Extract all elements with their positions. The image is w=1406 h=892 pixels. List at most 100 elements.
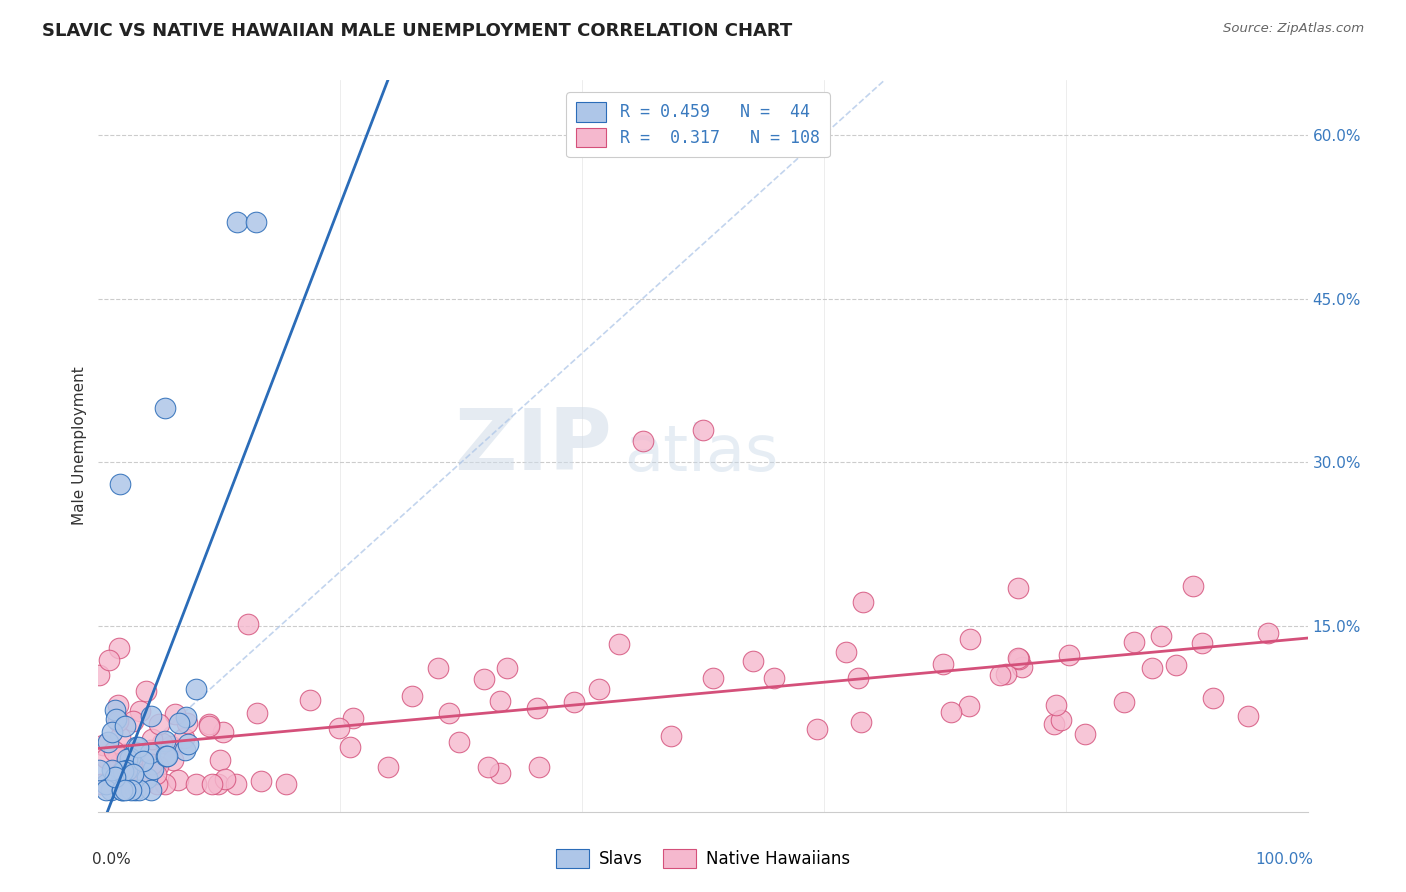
Point bbox=[174, 709, 197, 723]
Point bbox=[489, 694, 512, 708]
Point bbox=[101, 763, 124, 777]
Point bbox=[110, 756, 132, 771]
Point bbox=[659, 729, 682, 743]
Text: 100.0%: 100.0% bbox=[1256, 852, 1313, 867]
Point bbox=[447, 735, 470, 749]
Point bbox=[959, 632, 981, 646]
Text: 0.0%: 0.0% bbox=[93, 852, 131, 867]
Point bbox=[276, 777, 298, 791]
Legend: R = 0.459   N =  44, R =  0.317   N = 108: R = 0.459 N = 44, R = 0.317 N = 108 bbox=[567, 92, 830, 157]
Point bbox=[846, 671, 869, 685]
Point bbox=[339, 740, 361, 755]
Point bbox=[117, 763, 139, 777]
Point bbox=[236, 617, 259, 632]
Point bbox=[472, 672, 495, 686]
Point bbox=[91, 739, 114, 753]
Point bbox=[110, 767, 132, 781]
Text: ZIP: ZIP bbox=[454, 404, 613, 488]
Text: atlas: atlas bbox=[624, 422, 779, 484]
Point bbox=[104, 712, 127, 726]
Point bbox=[155, 749, 177, 764]
Point bbox=[114, 719, 136, 733]
Point bbox=[1181, 579, 1204, 593]
Point bbox=[588, 681, 610, 696]
Point bbox=[607, 637, 630, 651]
Point bbox=[155, 734, 177, 748]
Point bbox=[129, 704, 152, 718]
Point bbox=[132, 755, 155, 769]
Point bbox=[150, 737, 173, 751]
Point bbox=[1237, 709, 1260, 723]
Point bbox=[1011, 659, 1033, 673]
Point bbox=[111, 783, 134, 797]
Point bbox=[107, 714, 129, 728]
Point bbox=[763, 671, 786, 685]
Point bbox=[477, 760, 499, 774]
Point bbox=[101, 724, 124, 739]
Point bbox=[108, 477, 131, 491]
Point bbox=[173, 743, 195, 757]
Point bbox=[162, 753, 184, 767]
Point bbox=[1045, 698, 1067, 712]
Point bbox=[167, 773, 190, 788]
Point bbox=[426, 661, 449, 675]
Point bbox=[103, 744, 125, 758]
Point bbox=[125, 747, 148, 762]
Point bbox=[100, 783, 122, 797]
Point bbox=[1007, 651, 1029, 665]
Point bbox=[851, 715, 873, 730]
Point bbox=[87, 763, 110, 777]
Point bbox=[186, 777, 208, 791]
Point bbox=[209, 753, 232, 767]
Point bbox=[631, 434, 654, 448]
Point bbox=[141, 783, 163, 797]
Point bbox=[994, 667, 1017, 681]
Y-axis label: Male Unemployment: Male Unemployment bbox=[72, 367, 87, 525]
Point bbox=[131, 777, 153, 791]
Point bbox=[1008, 652, 1031, 666]
Point bbox=[852, 595, 875, 609]
Point bbox=[201, 777, 224, 791]
Point bbox=[1257, 626, 1279, 640]
Point bbox=[139, 709, 162, 723]
Point bbox=[1150, 629, 1173, 643]
Point bbox=[246, 706, 269, 721]
Point bbox=[108, 731, 131, 745]
Point bbox=[107, 751, 129, 765]
Point bbox=[118, 751, 141, 765]
Point bbox=[342, 711, 364, 725]
Point bbox=[124, 777, 146, 791]
Point bbox=[124, 764, 146, 778]
Point bbox=[526, 700, 548, 714]
Point bbox=[142, 762, 165, 776]
Point bbox=[377, 759, 399, 773]
Point bbox=[741, 654, 763, 668]
Point bbox=[94, 751, 117, 765]
Point bbox=[107, 698, 129, 713]
Point bbox=[148, 759, 170, 773]
Point bbox=[245, 215, 267, 229]
Point bbox=[141, 756, 163, 771]
Point bbox=[214, 772, 236, 787]
Point bbox=[141, 731, 163, 746]
Point bbox=[207, 777, 229, 791]
Point bbox=[1202, 690, 1225, 705]
Point bbox=[124, 783, 146, 797]
Point bbox=[112, 747, 135, 762]
Point bbox=[98, 653, 121, 667]
Point bbox=[159, 739, 181, 753]
Point bbox=[1114, 695, 1136, 709]
Point bbox=[128, 783, 150, 797]
Point bbox=[177, 737, 200, 751]
Point bbox=[226, 215, 249, 229]
Point bbox=[1042, 717, 1064, 731]
Point bbox=[115, 752, 138, 766]
Point bbox=[148, 717, 170, 731]
Point bbox=[153, 401, 176, 415]
Legend: Slavs, Native Hawaiians: Slavs, Native Hawaiians bbox=[548, 842, 858, 875]
Text: Source: ZipAtlas.com: Source: ZipAtlas.com bbox=[1223, 22, 1364, 36]
Point bbox=[124, 745, 146, 759]
Point bbox=[184, 681, 207, 696]
Point bbox=[118, 777, 141, 791]
Point bbox=[437, 706, 460, 720]
